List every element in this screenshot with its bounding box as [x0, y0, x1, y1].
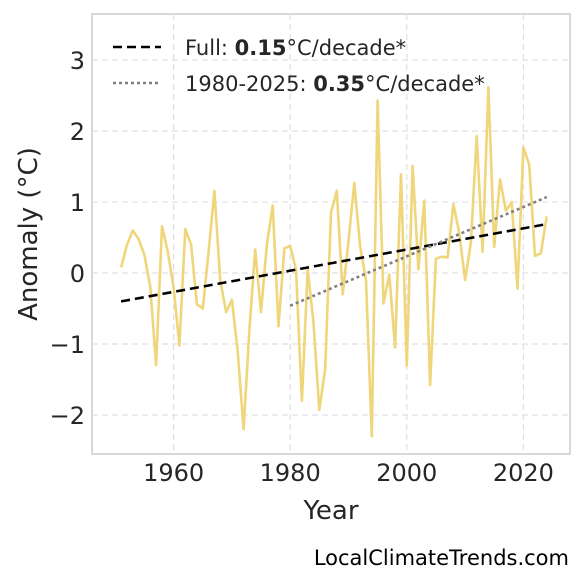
legend-label-1980: 1980-2025: 0.35°C/decade* — [185, 72, 485, 96]
series-layer — [119, 85, 548, 438]
x-tick-label: 1980 — [260, 459, 321, 487]
y-tick-label: 2 — [70, 118, 85, 146]
y-tick-label: −2 — [50, 402, 85, 430]
watermark: LocalClimateTrends.com — [313, 546, 569, 570]
y-tick-label: 1 — [70, 189, 85, 217]
x-tick-label: 1960 — [143, 459, 204, 487]
y-tick-label: −1 — [50, 331, 85, 359]
legend: Full: 0.15°C/decade* 1980-2025: 0.35°C/de… — [113, 36, 485, 96]
y-tick-label: 3 — [70, 47, 85, 75]
y-axis-title: Anomaly (°C) — [14, 147, 44, 321]
y-tick-label: 0 — [70, 260, 85, 288]
x-tick-label: 2000 — [376, 459, 437, 487]
tick-labels: 1960 1980 2000 2020 −2 −1 0 1 2 3 — [50, 47, 554, 487]
legend-label-full: Full: 0.15°C/decade* — [185, 36, 406, 60]
x-axis-title: Year — [302, 496, 358, 526]
series-anomaly-line — [119, 85, 548, 438]
x-tick-label: 2020 — [493, 459, 554, 487]
trend-line-1980 — [289, 195, 548, 307]
grid — [92, 14, 570, 454]
trend-line-full — [120, 222, 547, 303]
